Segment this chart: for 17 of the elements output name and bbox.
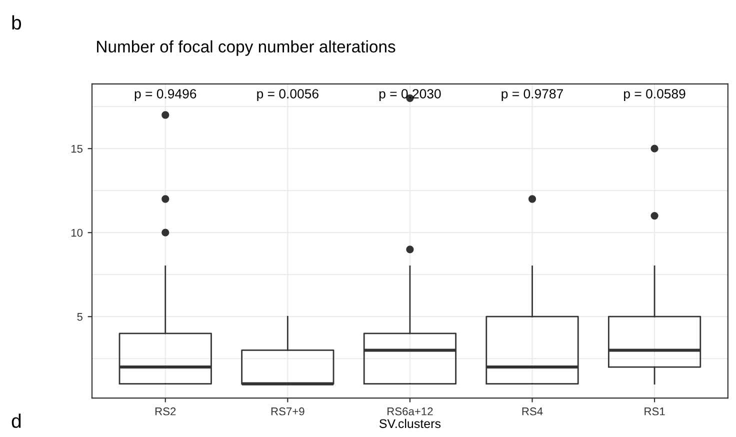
text: b — [12, 15, 22, 30]
x-tick-label: RS7+9 — [271, 407, 304, 416]
x-axis-title: SV.clusters — [379, 418, 441, 428]
y-tick-label: 15 — [71, 144, 83, 153]
y-tick-label: 10 — [71, 228, 83, 237]
annotation: p = 0.0056 — [257, 89, 318, 102]
x-tick-label: RS1 — [644, 407, 665, 416]
chart-title: Number of focal copy number alterations — [97, 40, 396, 56]
y-tick-label: 5 — [77, 313, 83, 321]
text: d — [12, 414, 21, 428]
annotation: p = 0.0589 — [624, 89, 686, 102]
x-tick-label: RS4 — [522, 407, 543, 416]
annotation: p = 0.2030 — [379, 89, 441, 102]
annotation: p = 0.9496 — [134, 89, 196, 102]
annotation: p = 0.9787 — [502, 89, 563, 102]
x-tick-label: RS6a+12 — [388, 407, 433, 416]
x-tick-label: RS2 — [155, 407, 176, 416]
